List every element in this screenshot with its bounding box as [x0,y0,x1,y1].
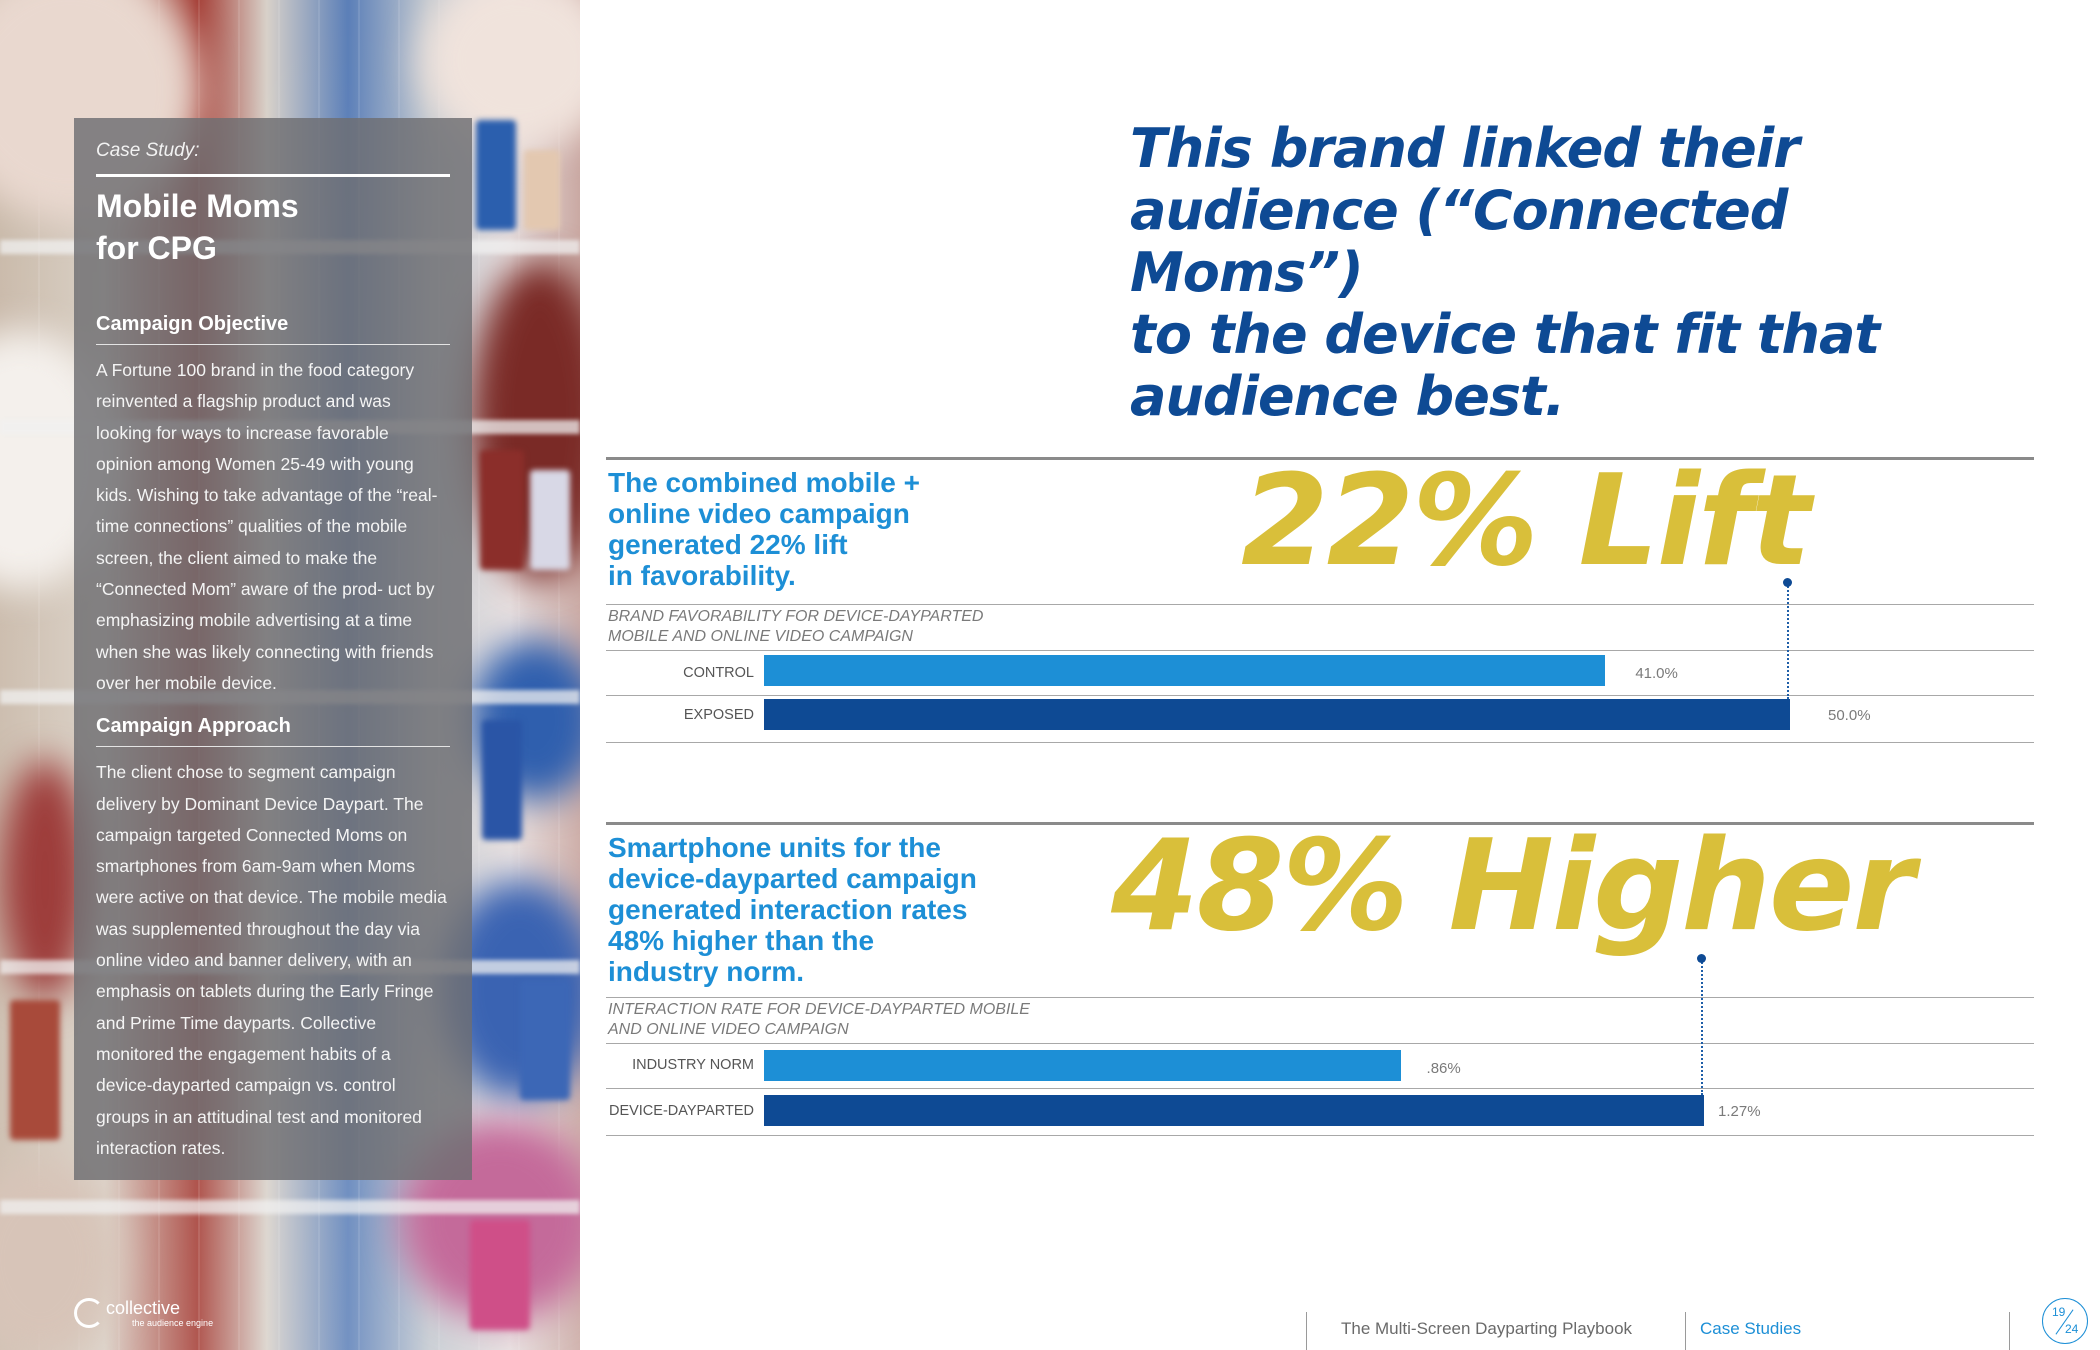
case-study-panel: Case Study: Mobile Moms for CPG Campaign… [74,118,472,1180]
bar-control [764,655,1606,686]
block-top-rule [606,457,2034,460]
block-top-rule [606,822,2034,825]
callout-pin-dot [1697,954,1706,963]
interaction-description: Smartphone units for the device-dayparte… [608,832,977,987]
favorability-chart: The combined mobile + online video campa… [606,447,2034,747]
callout-pin-dot [1783,578,1792,587]
case-study-title: Mobile Moms for CPG [96,188,299,266]
footer-divider [1685,1312,1686,1350]
bar-label-device-dayparted: DEVICE-DAYPARTED [608,1103,754,1119]
page-headline: This brand linked their audience (“Conne… [1130,117,1880,428]
collective-logo-icon [74,1298,104,1328]
page-number-badge: 19 24 [2042,1298,2088,1344]
chart-title: 22% Lift [1241,447,1811,594]
logo-tagline: the audience engine [132,1318,214,1328]
approach-divider [96,746,450,748]
interaction-rate-chart: Smartphone units for the device-dayparte… [606,812,2034,1142]
footer-book-title: The Multi-Screen Dayparting Playbook [1341,1319,1633,1338]
logo-wordmark: collective [106,1298,181,1318]
favorability-description: The combined mobile + online video campa… [608,467,920,591]
bar-industry-norm [764,1050,1401,1081]
callout-pin [1701,959,1703,1095]
objective-heading: Campaign Objective [96,313,289,335]
value-label-industry-norm: .86% [1426,1060,1461,1077]
page-total: 24 [2065,1322,2079,1336]
bar-device-dayparted [764,1095,1704,1126]
chart-caption: BRAND FAVORABILITY FOR DEVICE-DAYPARTED … [608,608,984,645]
page-current: 19 [2052,1305,2066,1319]
objective-body: A Fortune 100 brand in the food category… [96,360,438,693]
case-study-eyebrow: Case Study: [96,140,200,161]
callout-pin [1787,583,1789,699]
panel-divider [96,174,450,177]
bar-label-exposed: EXPOSED [683,707,754,723]
footer-divider [2009,1312,2010,1350]
bar-exposed [764,699,1790,730]
objective-divider [96,344,450,345]
row-rule [606,742,2034,743]
row-rule [606,1043,2034,1044]
row-rule [606,695,2034,696]
chart-title: 48% Higher [1111,812,1915,959]
caption-top-rule [606,604,2034,605]
value-label-exposed: 50.0% [1828,707,1871,724]
footer-divider [1306,1312,1307,1350]
row-rule [606,1135,2034,1136]
approach-heading: Campaign Approach [96,715,291,738]
approach-body: The client chose to segment campaign del… [96,762,447,1158]
chart-caption: INTERACTION RATE FOR DEVICE-DAYPARTED MO… [608,1001,1030,1038]
footer-section-link[interactable]: Case Studies [1700,1319,1802,1338]
value-label-control: 41.0% [1635,665,1678,682]
bar-label-industry-norm: INDUSTRY NORM [632,1057,754,1073]
value-label-device-dayparted: 1.27% [1718,1103,1761,1120]
row-rule [606,650,2034,651]
bar-label-control: CONTROL [683,665,754,681]
row-rule [606,1088,2034,1089]
caption-top-rule [606,997,2034,998]
